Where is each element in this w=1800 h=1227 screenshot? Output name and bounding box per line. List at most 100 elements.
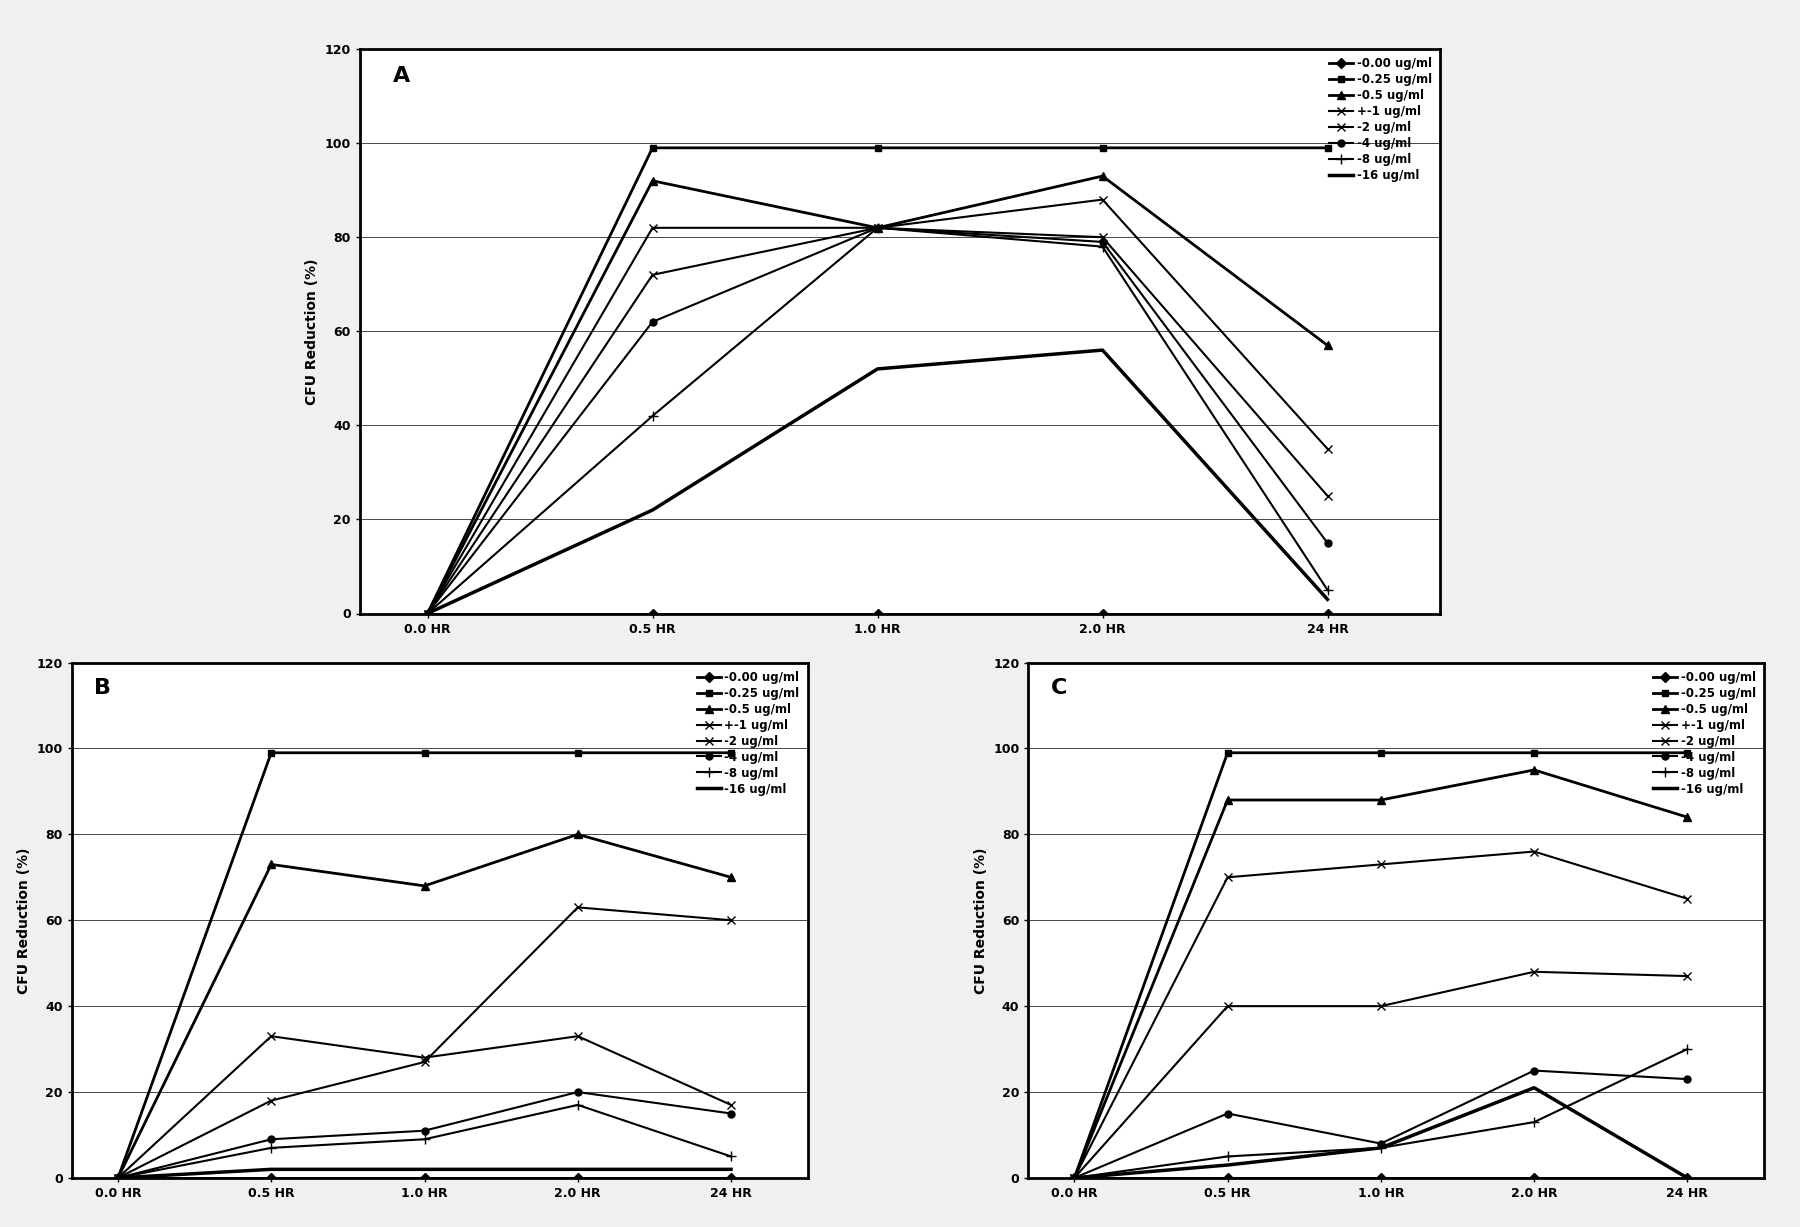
-4 ug/ml (1370, 1136, 1391, 1151)
-2 ug/ml (414, 1055, 436, 1070)
-2 ug/ml (1676, 969, 1697, 984)
-0.00 ug/ml (1064, 1171, 1085, 1185)
-4 ug/ml (1318, 535, 1339, 550)
-4 ug/ml (108, 1171, 130, 1185)
-2 ug/ml (720, 913, 742, 928)
-8 ug/ml (1217, 1148, 1238, 1163)
-0.25 ug/ml (1370, 745, 1391, 760)
+-1 ug/ml (414, 1050, 436, 1065)
Text: B: B (94, 679, 112, 698)
-8 ug/ml (261, 1141, 283, 1156)
+-1 ug/ml (1676, 891, 1697, 906)
-8 ug/ml (868, 221, 889, 236)
-16 ug/ml (1370, 1141, 1391, 1156)
-0.00 ug/ml (416, 606, 439, 621)
-0.25 ug/ml (414, 745, 436, 760)
-0.00 ug/ml (1091, 606, 1112, 621)
-2 ug/ml (1064, 1171, 1085, 1185)
Legend: -0.00 ug/ml, -0.25 ug/ml, -0.5 ug/ml, +-1 ug/ml, -2 ug/ml, -4 ug/ml, -8 ug/ml, -: -0.00 ug/ml, -0.25 ug/ml, -0.5 ug/ml, +-… (1651, 669, 1759, 798)
-8 ug/ml (641, 409, 662, 423)
-0.5 ug/ml (1064, 1171, 1085, 1185)
Line: +-1 ug/ml: +-1 ug/ml (113, 1032, 734, 1182)
-0.25 ug/ml (416, 606, 439, 621)
-0.25 ug/ml (720, 745, 742, 760)
-0.5 ug/ml (1091, 169, 1112, 184)
-2 ug/ml (108, 1171, 130, 1185)
-4 ug/ml (868, 221, 889, 236)
-0.25 ug/ml (1091, 141, 1112, 156)
-16 ug/ml (1064, 1171, 1085, 1185)
-2 ug/ml (567, 901, 589, 915)
+-1 ug/ml (720, 1097, 742, 1112)
-4 ug/ml (1523, 1063, 1544, 1079)
-0.25 ug/ml (1318, 141, 1339, 156)
Line: -8 ug/ml: -8 ug/ml (1069, 1044, 1692, 1183)
-16 ug/ml (1676, 1171, 1697, 1185)
-0.5 ug/ml (414, 879, 436, 893)
Line: -8 ug/ml: -8 ug/ml (423, 223, 1332, 618)
-16 ug/ml (108, 1171, 130, 1185)
+-1 ug/ml (261, 1028, 283, 1043)
Line: -0.5 ug/ml: -0.5 ug/ml (423, 172, 1332, 617)
-2 ug/ml (641, 267, 662, 282)
Line: -16 ug/ml: -16 ug/ml (428, 350, 1328, 614)
+-1 ug/ml (567, 1028, 589, 1043)
-0.00 ug/ml (641, 606, 662, 621)
-0.00 ug/ml (1676, 1171, 1697, 1185)
-0.5 ug/ml (641, 173, 662, 188)
-0.5 ug/ml (720, 870, 742, 885)
-2 ug/ml (1370, 999, 1391, 1014)
-0.00 ug/ml (414, 1171, 436, 1185)
-16 ug/ml (416, 606, 439, 621)
+-1 ug/ml (1318, 442, 1339, 456)
Y-axis label: CFU Reduction (%): CFU Reduction (%) (974, 847, 988, 994)
-0.25 ug/ml (641, 141, 662, 156)
Line: -4 ug/ml: -4 ug/ml (115, 1088, 734, 1182)
-0.25 ug/ml (261, 745, 283, 760)
-2 ug/ml (416, 606, 439, 621)
-0.00 ug/ml (720, 1171, 742, 1185)
Y-axis label: CFU Reduction (%): CFU Reduction (%) (306, 258, 319, 405)
Line: -0.5 ug/ml: -0.5 ug/ml (113, 831, 734, 1182)
-8 ug/ml (1091, 239, 1112, 254)
-4 ug/ml (261, 1131, 283, 1146)
Line: -2 ug/ml: -2 ug/ml (113, 903, 734, 1182)
-0.00 ug/ml (108, 1171, 130, 1185)
-8 ug/ml (108, 1171, 130, 1185)
-4 ug/ml (720, 1107, 742, 1121)
-16 ug/ml (1217, 1158, 1238, 1173)
-2 ug/ml (261, 1093, 283, 1108)
Line: +-1 ug/ml: +-1 ug/ml (423, 195, 1332, 617)
Line: -0.00 ug/ml: -0.00 ug/ml (1071, 1174, 1690, 1182)
+-1 ug/ml (868, 221, 889, 236)
-2 ug/ml (1523, 964, 1544, 979)
Line: -8 ug/ml: -8 ug/ml (113, 1101, 736, 1183)
-0.00 ug/ml (1318, 606, 1339, 621)
Line: +-1 ug/ml: +-1 ug/ml (1071, 848, 1692, 1182)
Y-axis label: CFU Reduction (%): CFU Reduction (%) (18, 847, 31, 994)
-0.00 ug/ml (868, 606, 889, 621)
-0.00 ug/ml (1217, 1171, 1238, 1185)
-0.00 ug/ml (1523, 1171, 1544, 1185)
-0.25 ug/ml (1523, 745, 1544, 760)
Line: -4 ug/ml: -4 ug/ml (1071, 1067, 1690, 1182)
-0.5 ug/ml (1318, 339, 1339, 353)
+-1 ug/ml (641, 221, 662, 236)
-0.25 ug/ml (567, 745, 589, 760)
-4 ug/ml (1676, 1072, 1697, 1087)
-0.5 ug/ml (868, 221, 889, 236)
-8 ug/ml (1370, 1141, 1391, 1156)
-0.00 ug/ml (567, 1171, 589, 1185)
-0.25 ug/ml (1064, 1171, 1085, 1185)
-8 ug/ml (720, 1148, 742, 1163)
-2 ug/ml (1091, 229, 1112, 244)
Line: -4 ug/ml: -4 ug/ml (425, 225, 1330, 617)
-0.25 ug/ml (108, 1171, 130, 1185)
-0.00 ug/ml (261, 1171, 283, 1185)
-0.5 ug/ml (416, 606, 439, 621)
-16 ug/ml (868, 362, 889, 377)
Line: -0.00 ug/ml: -0.00 ug/ml (115, 1174, 734, 1182)
Line: -0.25 ug/ml: -0.25 ug/ml (425, 145, 1330, 617)
-16 ug/ml (567, 1162, 589, 1177)
-16 ug/ml (641, 503, 662, 518)
